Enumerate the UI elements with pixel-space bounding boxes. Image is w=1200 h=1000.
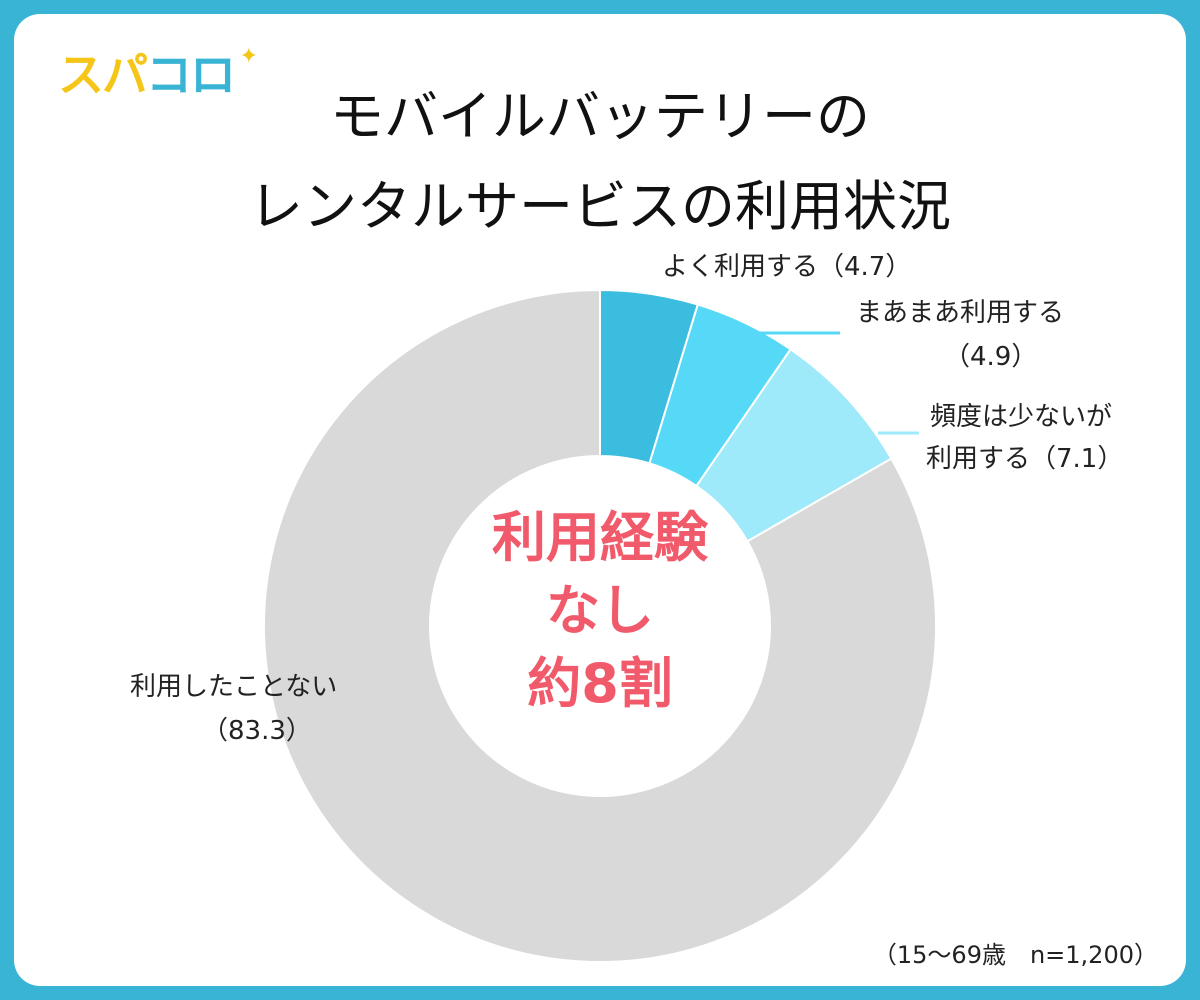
center-text-line2: なし (546, 578, 654, 642)
logo-text-blue: コロ (146, 48, 236, 102)
center-text-line3: 約8割 (527, 651, 673, 715)
sparkle-icon: ✦ (239, 44, 258, 69)
logo-text-yellow: スパ (58, 48, 148, 102)
slice-never (263, 288, 937, 963)
label-sometimes-line1: まあまあ利用する (856, 298, 1065, 328)
donut-chart (263, 288, 937, 963)
label-rarely-line1: 頻度は少ないが (930, 402, 1113, 432)
label-never-line2: （83.3） (202, 716, 312, 746)
label-rarely-line2: 利用する（7.1） (926, 444, 1124, 474)
label-sometimes-line2: （4.9） (944, 342, 1038, 372)
label-never-line1: 利用したことない (130, 672, 338, 702)
center-text-line1: 利用経験 (492, 506, 708, 569)
sample-note: （15〜69歳 n=1,200） (872, 941, 1158, 969)
chart-title-line2: レンタルサービスの利用状況 (249, 175, 951, 238)
label-often: よく利用する（4.7） (662, 252, 912, 282)
center-annotation: 利用経験 なし 約8割 (450, 502, 750, 721)
brand-logo: スパコロ ✦ (58, 46, 258, 99)
chart-card: スパコロ ✦ モバイルバッテリーの レンタルサービスの利用状況 よく利用する（4… (14, 14, 1186, 986)
chart-title-line1: モバイルバッテリーの (330, 85, 870, 148)
